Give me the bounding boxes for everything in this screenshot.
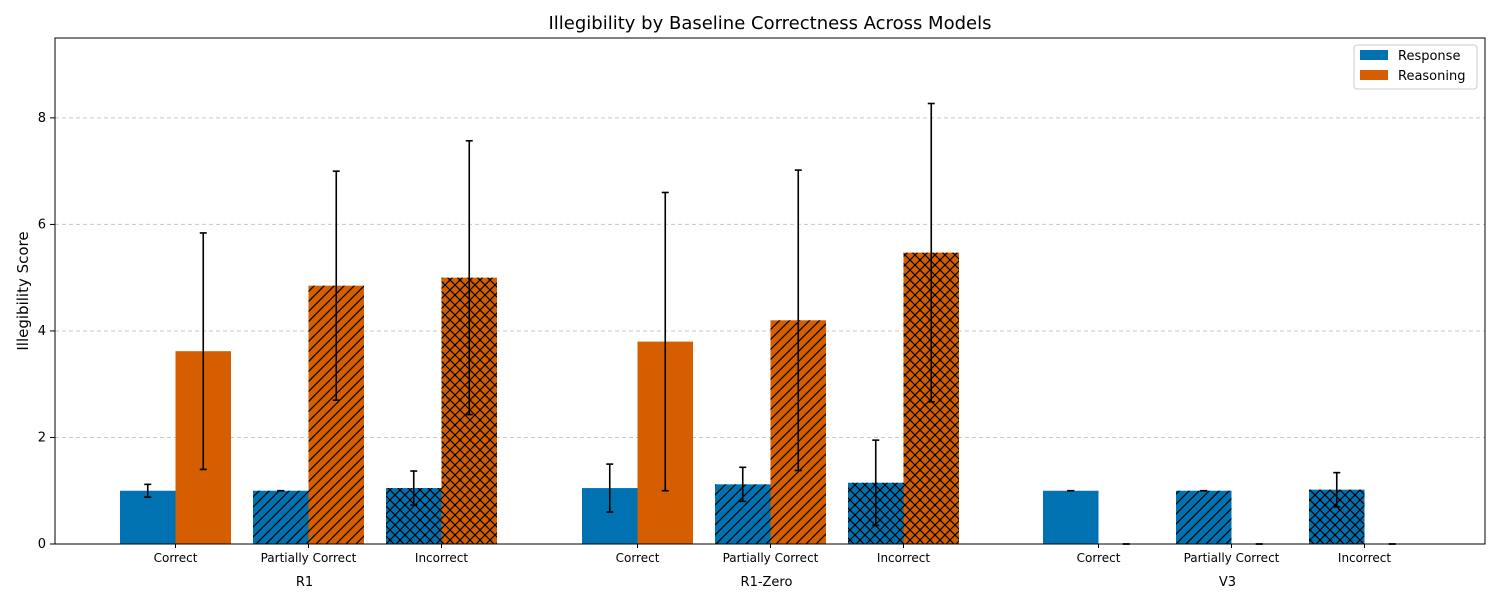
x-tick-label-r1-zero-partially-correct: Partially Correct xyxy=(723,551,819,565)
group-label-r1: R1 xyxy=(296,575,313,590)
y-axis-ticks: 0 2 4 6 8 xyxy=(38,111,55,552)
x-tick-label-v3-incorrect: Incorrect xyxy=(1338,551,1391,565)
group-label-r1-zero: R1-Zero xyxy=(741,575,793,590)
legend: Response Reasoning xyxy=(1353,44,1478,90)
bar-hatch-r1-partially-correct-response xyxy=(253,490,309,544)
x-tick-label-v3-partially-correct: Partially Correct xyxy=(1184,551,1280,565)
x-tick-label-r1-zero-incorrect: Incorrect xyxy=(877,551,930,565)
chart-title: Illegibility by Baseline Correctness Acr… xyxy=(549,13,992,34)
errorbar-r1-zero-correct-reasoning xyxy=(661,191,669,492)
errorbar-r1-correct-reasoning xyxy=(199,232,207,471)
group-label-v3: V3 xyxy=(1219,575,1236,590)
legend-swatch-reasoning xyxy=(1360,70,1388,80)
errorbar-r1-partially-correct-reasoning xyxy=(332,170,340,401)
bar-r1-correct-response xyxy=(120,490,176,544)
legend-label-response: Response xyxy=(1398,49,1460,64)
x-tick-label-r1-correct: Correct xyxy=(154,551,198,565)
errorbar-r1-zero-correct-response xyxy=(606,463,614,513)
errorbar-r1-incorrect-response xyxy=(410,470,418,506)
legend-label-reasoning: Reasoning xyxy=(1398,69,1465,84)
x-axis-ticks: Correct Partially Correct Incorrect R1 Corre… xyxy=(154,544,1391,590)
errorbar-r1-zero-incorrect-response xyxy=(872,439,880,527)
errorbar-r1-zero-incorrect-reasoning xyxy=(927,102,935,403)
x-tick-label-r1-partially-correct: Partially Correct xyxy=(261,551,357,565)
x-tick-label-r1-incorrect: Incorrect xyxy=(415,551,468,565)
y-tick-label: 6 xyxy=(38,217,46,232)
errorbar-r1-zero-partially-correct-response xyxy=(739,466,747,503)
errorbar-r1-correct-response xyxy=(144,483,152,498)
y-tick-label: 0 xyxy=(38,537,46,552)
plot-frame xyxy=(54,37,1486,545)
legend-swatch-response xyxy=(1360,50,1388,60)
bar-v3-correct-response xyxy=(1043,490,1099,544)
x-tick-label-r1-zero-correct: Correct xyxy=(616,551,660,565)
grid-lines xyxy=(55,117,1485,438)
error-bars xyxy=(144,102,1396,545)
errorbar-v3-incorrect-response xyxy=(1333,471,1341,508)
y-tick-label: 4 xyxy=(38,324,46,339)
errorbar-r1-incorrect-reasoning xyxy=(465,139,473,416)
errorbar-r1-zero-partially-correct-reasoning xyxy=(794,169,802,472)
y-tick-label: 2 xyxy=(38,430,46,445)
x-tick-label-v3-correct: Correct xyxy=(1077,551,1121,565)
y-tick-label: 8 xyxy=(38,111,46,126)
bar-hatch-v3-partially-correct-response xyxy=(1176,490,1232,544)
y-axis-label: Illegibility Score xyxy=(14,231,32,350)
